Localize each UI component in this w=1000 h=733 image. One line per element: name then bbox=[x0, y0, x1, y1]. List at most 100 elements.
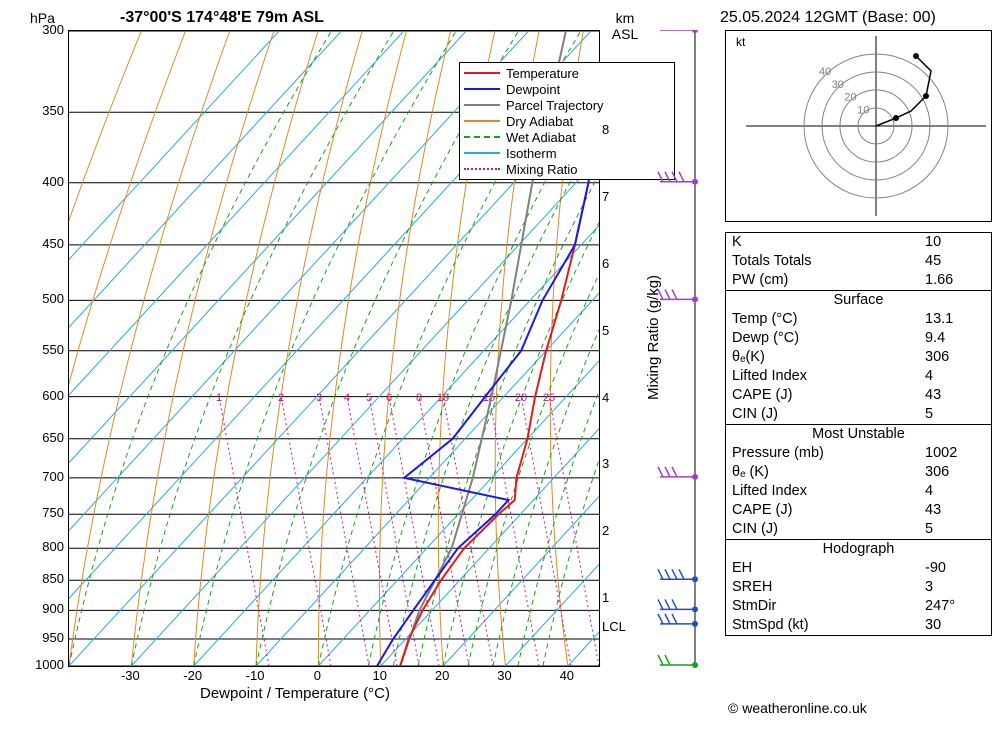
legend-row: Wet Adiabat bbox=[464, 129, 670, 145]
legend-swatch bbox=[464, 152, 500, 154]
hodograph-box: 10203040kt bbox=[725, 30, 992, 222]
index-value: 306 bbox=[925, 463, 985, 482]
index-row: PW (cm)1.66 bbox=[726, 271, 991, 290]
index-value: 247° bbox=[925, 597, 985, 616]
index-key: PW (cm) bbox=[732, 271, 925, 290]
y-tick: 1000 bbox=[14, 657, 64, 672]
y-tick: 600 bbox=[14, 388, 64, 403]
legend-label: Wet Adiabat bbox=[506, 130, 576, 145]
skewt-chart: 123456810152025 TemperatureDewpointParce… bbox=[68, 30, 600, 667]
section-header: Most Unstable bbox=[726, 424, 991, 444]
legend-swatch bbox=[464, 88, 500, 90]
svg-text:25: 25 bbox=[543, 392, 555, 404]
index-row: Lifted Index4 bbox=[726, 482, 991, 501]
legend-label: Temperature bbox=[506, 66, 579, 81]
index-key: CIN (J) bbox=[732, 405, 925, 424]
svg-text:6: 6 bbox=[386, 392, 392, 404]
x-tick: -20 bbox=[173, 668, 213, 683]
y-tick: 950 bbox=[14, 630, 64, 645]
legend-swatch bbox=[464, 72, 500, 74]
index-row: StmSpd (kt)30 bbox=[726, 616, 991, 635]
x-tick: 20 bbox=[422, 668, 462, 683]
index-value: 1002 bbox=[925, 444, 985, 463]
y2-tick: 3 bbox=[602, 456, 609, 471]
index-key: θₑ(K) bbox=[732, 348, 925, 367]
index-value: 4 bbox=[925, 367, 985, 386]
legend-label: Dewpoint bbox=[506, 82, 560, 97]
index-value: 306 bbox=[925, 348, 985, 367]
legend-row: Isotherm bbox=[464, 145, 670, 161]
index-value: 43 bbox=[925, 386, 985, 405]
index-value: 43 bbox=[925, 501, 985, 520]
x-tick: -30 bbox=[110, 668, 150, 683]
y2-tick: 4 bbox=[602, 390, 609, 405]
svg-text:5: 5 bbox=[366, 392, 372, 404]
index-row: Pressure (mb)1002 bbox=[726, 444, 991, 463]
y-tick: 850 bbox=[14, 571, 64, 586]
index-value: 3 bbox=[925, 578, 985, 597]
section-header: Hodograph bbox=[726, 539, 991, 559]
svg-text:kt: kt bbox=[736, 35, 746, 49]
legend-row: Mixing Ratio bbox=[464, 161, 670, 177]
index-key: Pressure (mb) bbox=[732, 444, 925, 463]
index-row: Totals Totals45 bbox=[726, 252, 991, 271]
y-tick: 350 bbox=[14, 103, 64, 118]
datetime-title: 25.05.2024 12GMT (Base: 00) bbox=[720, 9, 936, 27]
index-key: Lifted Index bbox=[732, 482, 925, 501]
index-key: Temp (°C) bbox=[732, 310, 925, 329]
svg-text:3: 3 bbox=[316, 392, 322, 404]
index-value: 5 bbox=[925, 520, 985, 539]
index-value: 4 bbox=[925, 482, 985, 501]
section-header: Surface bbox=[726, 290, 991, 310]
index-row: θₑ (K)306 bbox=[726, 463, 991, 482]
legend-row: Parcel Trajectory bbox=[464, 97, 670, 113]
y2-tick: 5 bbox=[602, 323, 609, 338]
y2-tick: 6 bbox=[602, 256, 609, 271]
index-value: -90 bbox=[925, 559, 985, 578]
svg-text:10: 10 bbox=[857, 104, 869, 116]
index-row: Temp (°C)13.1 bbox=[726, 310, 991, 329]
y2-tick: 8 bbox=[602, 122, 609, 137]
indices-box: K10Totals Totals45PW (cm)1.66SurfaceTemp… bbox=[725, 232, 992, 636]
svg-text:10: 10 bbox=[437, 392, 449, 404]
index-key: EH bbox=[732, 559, 925, 578]
lcl-label: LCL bbox=[602, 619, 626, 634]
svg-text:2: 2 bbox=[278, 392, 284, 404]
legend-label: Isotherm bbox=[506, 146, 557, 161]
index-key: SREH bbox=[732, 578, 925, 597]
index-key: CAPE (J) bbox=[732, 501, 925, 520]
index-key: Lifted Index bbox=[732, 367, 925, 386]
y2-tick: 1 bbox=[602, 590, 609, 605]
y-tick: 750 bbox=[14, 505, 64, 520]
index-key: CIN (J) bbox=[732, 520, 925, 539]
y-tick: 800 bbox=[14, 539, 64, 554]
skewt-diagram-container: hPa km ASL -37°00'S 174°48'E 79m ASL 25.… bbox=[0, 0, 1000, 733]
x-tick: -10 bbox=[235, 668, 275, 683]
x-tick: 40 bbox=[547, 668, 587, 683]
index-value: 1.66 bbox=[925, 271, 985, 290]
legend-box: TemperatureDewpointParcel TrajectoryDry … bbox=[459, 62, 675, 180]
y-tick: 400 bbox=[14, 174, 64, 189]
wind-barb-axis bbox=[655, 30, 735, 730]
index-value: 45 bbox=[925, 252, 985, 271]
index-row: CAPE (J)43 bbox=[726, 386, 991, 405]
index-row: CIN (J)5 bbox=[726, 520, 991, 539]
svg-text:20: 20 bbox=[515, 392, 527, 404]
index-key: K bbox=[732, 233, 925, 252]
svg-text:30: 30 bbox=[832, 79, 844, 91]
y2-tick: 7 bbox=[602, 189, 609, 204]
hodograph-svg: 10203040kt bbox=[726, 31, 991, 221]
x-axis-label: Dewpoint / Temperature (°C) bbox=[200, 685, 390, 702]
index-key: CAPE (J) bbox=[732, 386, 925, 405]
y-tick: 450 bbox=[14, 236, 64, 251]
x-tick: 10 bbox=[360, 668, 400, 683]
legend-row: Dewpoint bbox=[464, 81, 670, 97]
legend-swatch bbox=[464, 168, 500, 170]
svg-text:4: 4 bbox=[344, 392, 350, 404]
index-key: Totals Totals bbox=[732, 252, 925, 271]
index-value: 30 bbox=[925, 616, 985, 635]
index-row: EH-90 bbox=[726, 559, 991, 578]
index-value: 9.4 bbox=[925, 329, 985, 348]
index-key: StmSpd (kt) bbox=[732, 616, 925, 635]
index-row: Dewp (°C)9.4 bbox=[726, 329, 991, 348]
